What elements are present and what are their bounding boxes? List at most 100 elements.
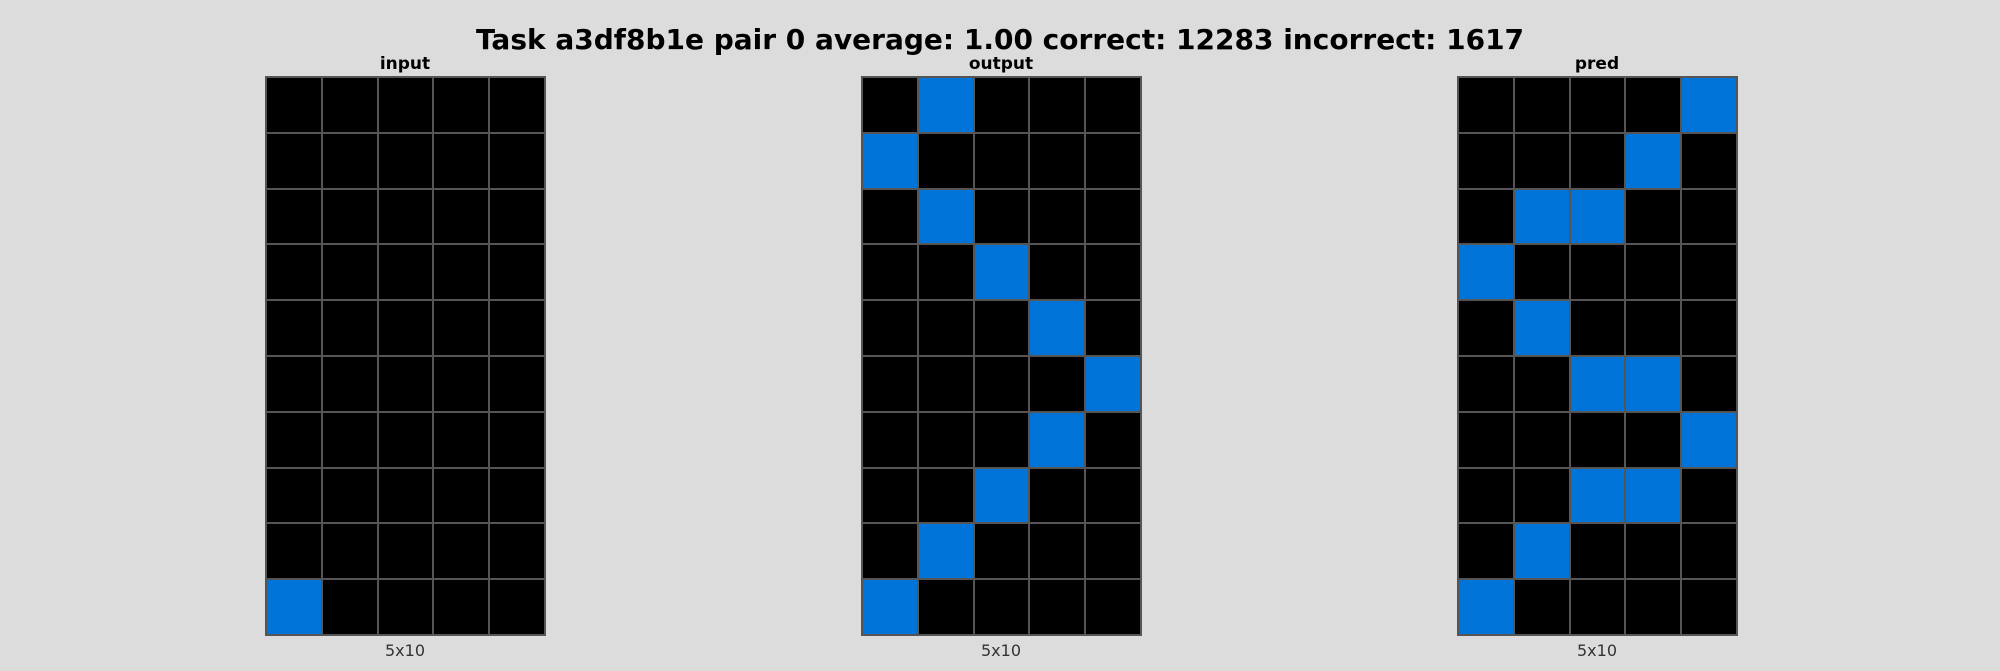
grid-cell	[433, 411, 490, 468]
grid-cell	[266, 188, 322, 245]
grid-cell	[377, 467, 434, 524]
grid-cell	[321, 132, 378, 189]
grid-cell	[1029, 355, 1086, 412]
grid-cell	[321, 77, 378, 133]
grid-cell	[1681, 523, 1737, 580]
grid-cell	[862, 132, 918, 189]
grid-cell	[1085, 77, 1141, 133]
grid-cell	[266, 579, 322, 635]
grid-cell	[1029, 132, 1086, 189]
grid-cell	[1458, 523, 1514, 580]
grid-cell	[1569, 77, 1626, 133]
grid-cell	[1029, 77, 1086, 133]
grid-cell	[489, 132, 545, 189]
grid-cell	[489, 411, 545, 468]
grid-cell	[1625, 411, 1682, 468]
grid-cell	[433, 579, 490, 635]
grid-cell	[266, 355, 322, 412]
grid-cell	[973, 244, 1030, 301]
grid-cell	[266, 523, 322, 580]
grid-cell	[862, 523, 918, 580]
grid-cell	[1625, 244, 1682, 301]
grid-cell	[973, 300, 1030, 356]
grid-cell	[433, 523, 490, 580]
output-label: output	[968, 54, 1034, 74]
grid-cell	[321, 523, 378, 580]
grid-cell	[1681, 300, 1737, 356]
grid-cell	[862, 300, 918, 356]
grid-cell	[489, 77, 545, 133]
grid-cell	[917, 77, 974, 133]
grid-cell	[266, 300, 322, 356]
grid-cell	[433, 132, 490, 189]
grid-cell	[266, 411, 322, 468]
grid-cell	[1458, 355, 1514, 412]
grid-cell	[1458, 188, 1514, 245]
grid-cell	[1458, 77, 1514, 133]
grid-cell	[1569, 411, 1626, 468]
grid-cell	[917, 467, 974, 524]
grid-cell	[1458, 132, 1514, 189]
grid-cell	[1085, 467, 1141, 524]
grid-cell	[433, 467, 490, 524]
grid-cell	[1625, 132, 1682, 189]
grid-cell	[1085, 355, 1141, 412]
grid-cell	[1681, 411, 1737, 468]
grid-cell	[377, 411, 434, 468]
grid-cell	[321, 188, 378, 245]
grid-cell	[917, 579, 974, 635]
grid-cell	[1085, 579, 1141, 635]
grid-cell	[1569, 300, 1626, 356]
grid-cell	[1458, 300, 1514, 356]
grid-cell	[862, 355, 918, 412]
grid-cell	[973, 523, 1030, 580]
grid-cell	[917, 132, 974, 189]
grid-cell	[321, 300, 378, 356]
grid-cell	[1625, 523, 1682, 580]
grid-cell	[917, 523, 974, 580]
grid-cell	[1569, 523, 1626, 580]
grid-cell	[321, 411, 378, 468]
grid-cell	[1681, 467, 1737, 524]
grid-cell	[1458, 244, 1514, 301]
grid-cell	[489, 355, 545, 412]
grid-cell	[489, 523, 545, 580]
grid-cell	[1625, 355, 1682, 412]
grid-cell	[1085, 132, 1141, 189]
pred-label: pred	[1574, 54, 1620, 74]
grid-cell	[1625, 467, 1682, 524]
grid-cell	[1458, 467, 1514, 524]
grid-cell	[917, 300, 974, 356]
grid-cell	[1681, 244, 1737, 301]
grid-cell	[489, 188, 545, 245]
grid-cell	[1458, 579, 1514, 635]
grid-cell	[1513, 132, 1570, 189]
output-dims: 5x10	[980, 640, 1021, 660]
grid-cell	[377, 300, 434, 356]
grid-cell	[973, 411, 1030, 468]
grid-cell	[1029, 579, 1086, 635]
grid-cell	[1681, 132, 1737, 189]
output-panel: output 5x10	[861, 52, 1142, 662]
grid-cell	[266, 132, 322, 189]
grid-cell	[973, 355, 1030, 412]
grid-cell	[1085, 523, 1141, 580]
grid-cell	[1569, 467, 1626, 524]
grid-cell	[1681, 579, 1737, 635]
grid-cell	[862, 579, 918, 635]
grid-cell	[1513, 188, 1570, 245]
input-label: input	[379, 54, 431, 74]
grid-cell	[1625, 300, 1682, 356]
grid-cell	[1029, 411, 1086, 468]
grid-cell	[1513, 244, 1570, 301]
pred-panel: pred 5x10	[1457, 52, 1738, 662]
grid-cell	[321, 355, 378, 412]
grid-cell	[1569, 355, 1626, 412]
input-panel: input 5x10	[265, 52, 546, 662]
grid-cell	[1085, 411, 1141, 468]
grid-cell	[321, 244, 378, 301]
grid-cell	[1681, 77, 1737, 133]
grid-cell	[1513, 411, 1570, 468]
grid-cell	[1029, 523, 1086, 580]
grid-cell	[433, 355, 490, 412]
